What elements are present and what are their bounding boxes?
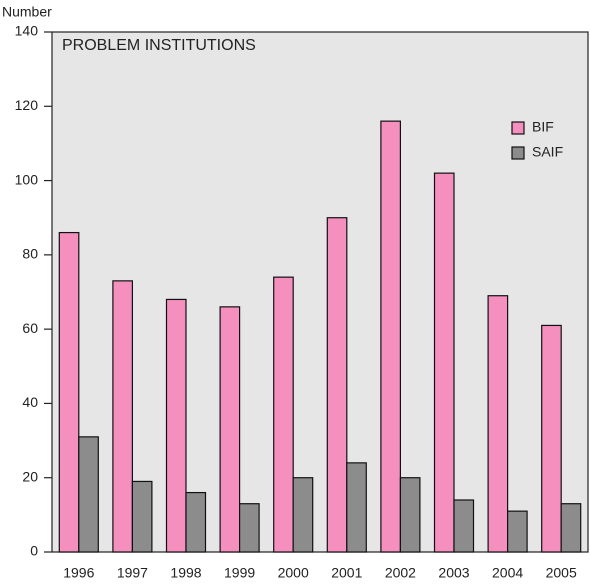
x-tick-label: 2002 bbox=[385, 565, 416, 581]
x-tick-label: 2005 bbox=[546, 565, 577, 581]
bar bbox=[326, 217, 348, 553]
legend-swatch bbox=[511, 146, 525, 160]
bar bbox=[273, 276, 294, 553]
y-tick-label: 0 bbox=[30, 543, 38, 559]
x-tick-label: 1998 bbox=[170, 565, 201, 581]
bar bbox=[560, 503, 582, 553]
bar bbox=[507, 510, 528, 553]
bar bbox=[78, 436, 99, 553]
x-tick-label: 1997 bbox=[117, 565, 148, 581]
x-tick-label: 2003 bbox=[438, 565, 469, 581]
bar bbox=[487, 295, 509, 553]
y-tick-label: 20 bbox=[22, 468, 38, 484]
y-tick-label: 140 bbox=[15, 23, 39, 39]
x-tick-label: 2001 bbox=[331, 565, 362, 581]
bar bbox=[131, 480, 153, 553]
bar bbox=[433, 172, 455, 553]
x-tick-label: 2004 bbox=[492, 565, 523, 581]
bar bbox=[239, 503, 260, 553]
legend-label: BIF bbox=[532, 119, 554, 135]
bar bbox=[58, 231, 80, 553]
y-tick-label: 80 bbox=[22, 246, 38, 262]
legend-swatch bbox=[511, 121, 525, 135]
bar bbox=[185, 491, 207, 553]
y-tick-label: 40 bbox=[22, 394, 38, 410]
bar bbox=[219, 306, 241, 553]
chart-title: PROBLEM INSTITUTIONS bbox=[62, 37, 256, 54]
bar bbox=[541, 324, 562, 553]
y-tick-label: 100 bbox=[15, 171, 39, 187]
bar bbox=[112, 280, 134, 553]
bar bbox=[453, 499, 475, 553]
x-tick-label: 1996 bbox=[63, 565, 94, 581]
legend-label: SAIF bbox=[532, 144, 563, 160]
bar bbox=[292, 477, 314, 553]
bar bbox=[165, 298, 187, 553]
x-tick-label: 2000 bbox=[278, 565, 309, 581]
y-tick-label: 120 bbox=[15, 97, 39, 113]
bar bbox=[380, 120, 401, 553]
bar bbox=[346, 462, 367, 553]
x-tick-label: 1999 bbox=[224, 565, 255, 581]
y-axis-label: Number bbox=[2, 4, 52, 20]
bar bbox=[399, 477, 421, 553]
y-tick-label: 60 bbox=[22, 320, 38, 336]
